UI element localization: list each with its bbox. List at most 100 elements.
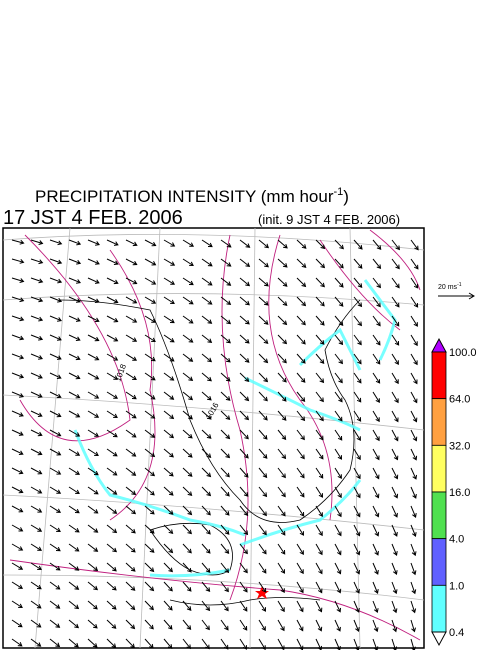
wind-vector — [220, 543, 230, 555]
wind-vector — [68, 638, 79, 648]
wind-vector — [182, 638, 191, 650]
wind-vector — [144, 600, 154, 611]
wind-vector — [87, 486, 99, 495]
wind-vector — [258, 239, 270, 249]
wind-vector — [49, 239, 63, 246]
wind-vector — [315, 429, 324, 441]
wind-scale-arrow — [438, 292, 475, 300]
wind-vector — [391, 391, 399, 404]
wind-vector — [258, 296, 269, 306]
wind-vector — [87, 372, 100, 380]
wind-vector — [239, 638, 248, 650]
wind-vector — [125, 334, 138, 342]
wind-vector — [353, 467, 361, 480]
wind-vector — [391, 239, 401, 251]
wind-vector — [410, 562, 417, 576]
wind-vector — [30, 391, 43, 398]
wind-vector — [125, 258, 138, 266]
wind-vector — [201, 562, 211, 573]
wind-vector — [220, 239, 232, 248]
wind-vector — [106, 619, 117, 629]
wind-vector — [182, 391, 194, 401]
wind-vector — [258, 600, 267, 612]
wind-vector — [68, 600, 80, 610]
wind-vector — [87, 315, 100, 323]
wind-vector — [163, 619, 173, 630]
wind-vector — [410, 486, 417, 499]
wind-vector — [106, 638, 117, 649]
wind-vector — [163, 524, 174, 534]
wind-vector — [11, 600, 23, 609]
wind-vector — [182, 334, 194, 343]
wind-vector — [315, 296, 325, 307]
wind-vector — [30, 353, 44, 360]
wind-vector — [201, 239, 213, 248]
wind-vector — [353, 353, 362, 365]
wind-vector — [391, 353, 399, 366]
wind-vector — [296, 391, 306, 402]
wind-vector — [125, 505, 137, 515]
wind-vector — [372, 410, 380, 423]
wind-vector — [11, 372, 25, 379]
wind-vector — [410, 448, 418, 461]
wind-vector — [391, 543, 398, 557]
wind-vector — [182, 524, 192, 535]
wind-vector — [296, 315, 306, 326]
wind-vector — [30, 619, 42, 628]
wind-vector — [315, 505, 323, 518]
wind-vector — [201, 296, 213, 305]
wind-vector — [315, 619, 323, 632]
colorbar-label: 16.0 — [449, 487, 470, 499]
wind-vector — [106, 429, 118, 438]
wind-vector — [334, 353, 344, 365]
wind-vector — [144, 524, 155, 534]
wind-vector — [410, 334, 418, 347]
wind-vector — [315, 391, 324, 403]
wind-vector — [391, 410, 399, 423]
wind-vector — [11, 391, 25, 398]
wind-vector — [163, 391, 175, 400]
wind-vector — [334, 619, 341, 632]
wind-vector — [125, 581, 136, 591]
wind-vector — [239, 429, 249, 440]
wind-vector — [391, 448, 399, 461]
wind-vector — [410, 619, 416, 633]
wind-vector — [315, 334, 325, 345]
wind-vector — [277, 581, 285, 594]
wind-vector — [391, 277, 400, 289]
wind-vector — [87, 600, 98, 610]
wind-vector — [49, 334, 62, 341]
wind-vector — [30, 524, 43, 532]
wind-vector — [239, 258, 251, 268]
wind-vector — [410, 391, 418, 404]
wind-vector — [296, 277, 307, 288]
wind-vector — [11, 562, 24, 570]
wind-vector — [258, 410, 268, 421]
wind-vector — [372, 277, 382, 289]
wind-vector — [125, 372, 137, 381]
wind-vector — [163, 258, 176, 266]
wind-vector — [201, 524, 211, 535]
wind-vector — [182, 353, 194, 362]
wind-vector — [68, 353, 81, 361]
wind-vector — [87, 562, 99, 572]
wind-vector — [163, 429, 175, 439]
wind-vector — [49, 562, 61, 571]
wind-vector — [220, 562, 230, 574]
wind-vector — [372, 353, 381, 365]
wind-vector — [182, 372, 194, 381]
wind-vector — [11, 486, 24, 494]
wind-vector — [277, 239, 288, 249]
wind-vector — [68, 258, 82, 265]
wind-vector — [334, 486, 342, 499]
wind-vector — [277, 524, 286, 536]
title: PRECIPITATION INTENSITY (mm hour-1) — [35, 186, 349, 206]
wind-vector — [277, 353, 287, 364]
wind-vector — [258, 353, 269, 364]
wind-vector — [144, 543, 155, 553]
wind-vector — [201, 277, 213, 286]
wind-vector — [125, 524, 136, 534]
wind-vector — [334, 562, 342, 575]
wind-vector — [220, 429, 231, 440]
wind-vector — [277, 334, 288, 345]
